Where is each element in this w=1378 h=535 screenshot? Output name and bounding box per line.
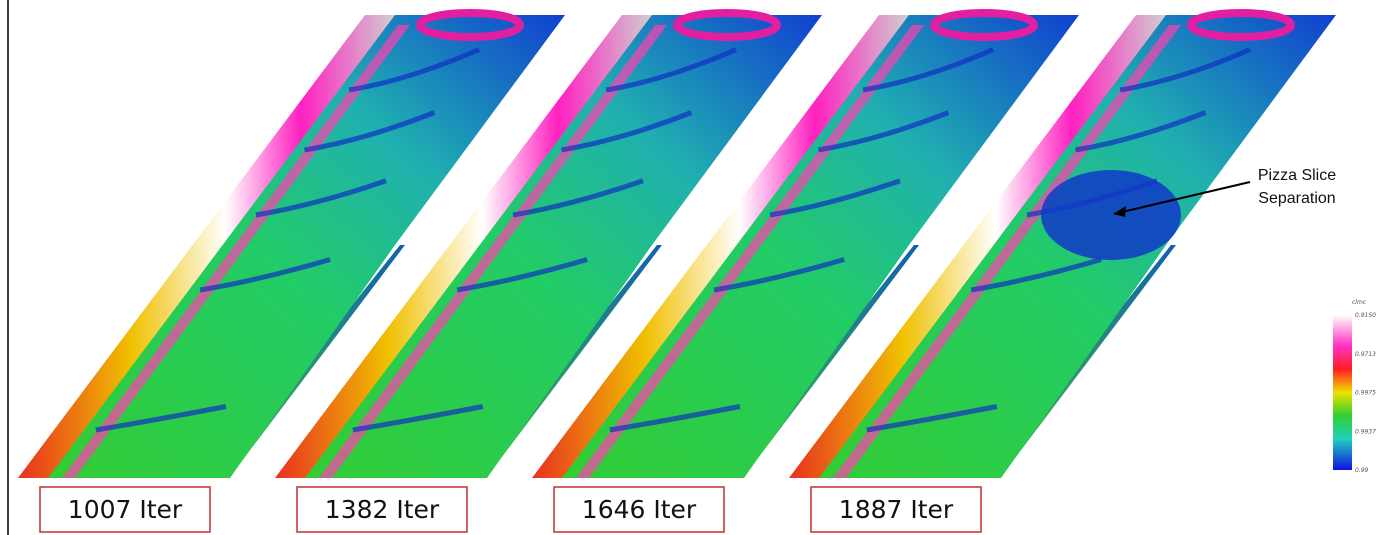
colorbar-label: 0.9937: [1355, 428, 1376, 435]
figure: 1007 Iter 1382 Iter 1646 Iter 1887 Iter Piz…: [0, 0, 1378, 535]
panel-label: 1382 Iter: [325, 495, 440, 524]
colorbar-title: clmc: [1352, 299, 1367, 306]
panel-label: 1646 Iter: [582, 495, 697, 524]
annotation-line: Pizza Slice: [1258, 167, 1336, 184]
colorbar: [1333, 315, 1352, 470]
colorbar-label: 0.9150: [1355, 312, 1376, 319]
colorbar-label: 0.99: [1355, 467, 1369, 474]
colorbar-label: 0.9975: [1355, 390, 1376, 397]
panel-label: 1887 Iter: [839, 495, 954, 524]
colorbar-label: 0.9713: [1355, 351, 1376, 358]
panels: 1007 Iter 1382 Iter 1646 Iter 1887 Iter: [18, 13, 1336, 532]
annotation-line: Separation: [1258, 190, 1335, 207]
panel-label: 1007 Iter: [68, 495, 183, 524]
colorbar-labels: 0.9150 0.9713 0.9975 0.9937 0.99: [1355, 312, 1376, 474]
separation-region: [1041, 170, 1181, 260]
